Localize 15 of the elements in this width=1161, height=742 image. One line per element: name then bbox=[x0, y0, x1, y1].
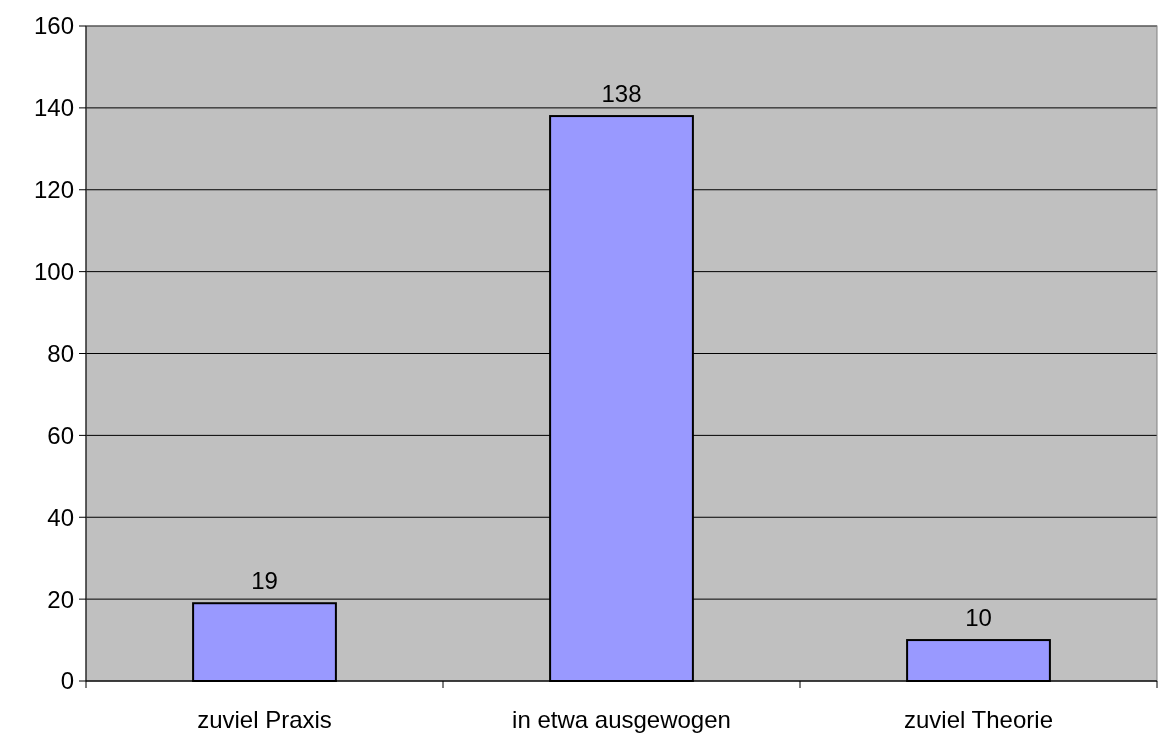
x-tick-label: zuviel Theorie bbox=[904, 706, 1053, 733]
x-tick-label: zuviel Praxis bbox=[197, 706, 332, 733]
x-tick-label: in etwa ausgewogen bbox=[512, 706, 731, 733]
y-tick-label: 60 bbox=[47, 421, 74, 449]
y-tick-label: 80 bbox=[47, 339, 74, 367]
y-tick-label: 160 bbox=[33, 12, 74, 40]
data-label: 10 bbox=[965, 604, 992, 632]
data-label: 138 bbox=[601, 80, 642, 108]
y-tick-label: 20 bbox=[47, 585, 74, 613]
y-tick-label: 140 bbox=[33, 94, 74, 122]
y-tick-label: 100 bbox=[33, 258, 74, 286]
y-tick-label: 120 bbox=[33, 176, 74, 204]
y-tick-label: 40 bbox=[47, 503, 74, 531]
data-label: 19 bbox=[251, 567, 278, 595]
y-tick-label: 0 bbox=[60, 667, 74, 695]
